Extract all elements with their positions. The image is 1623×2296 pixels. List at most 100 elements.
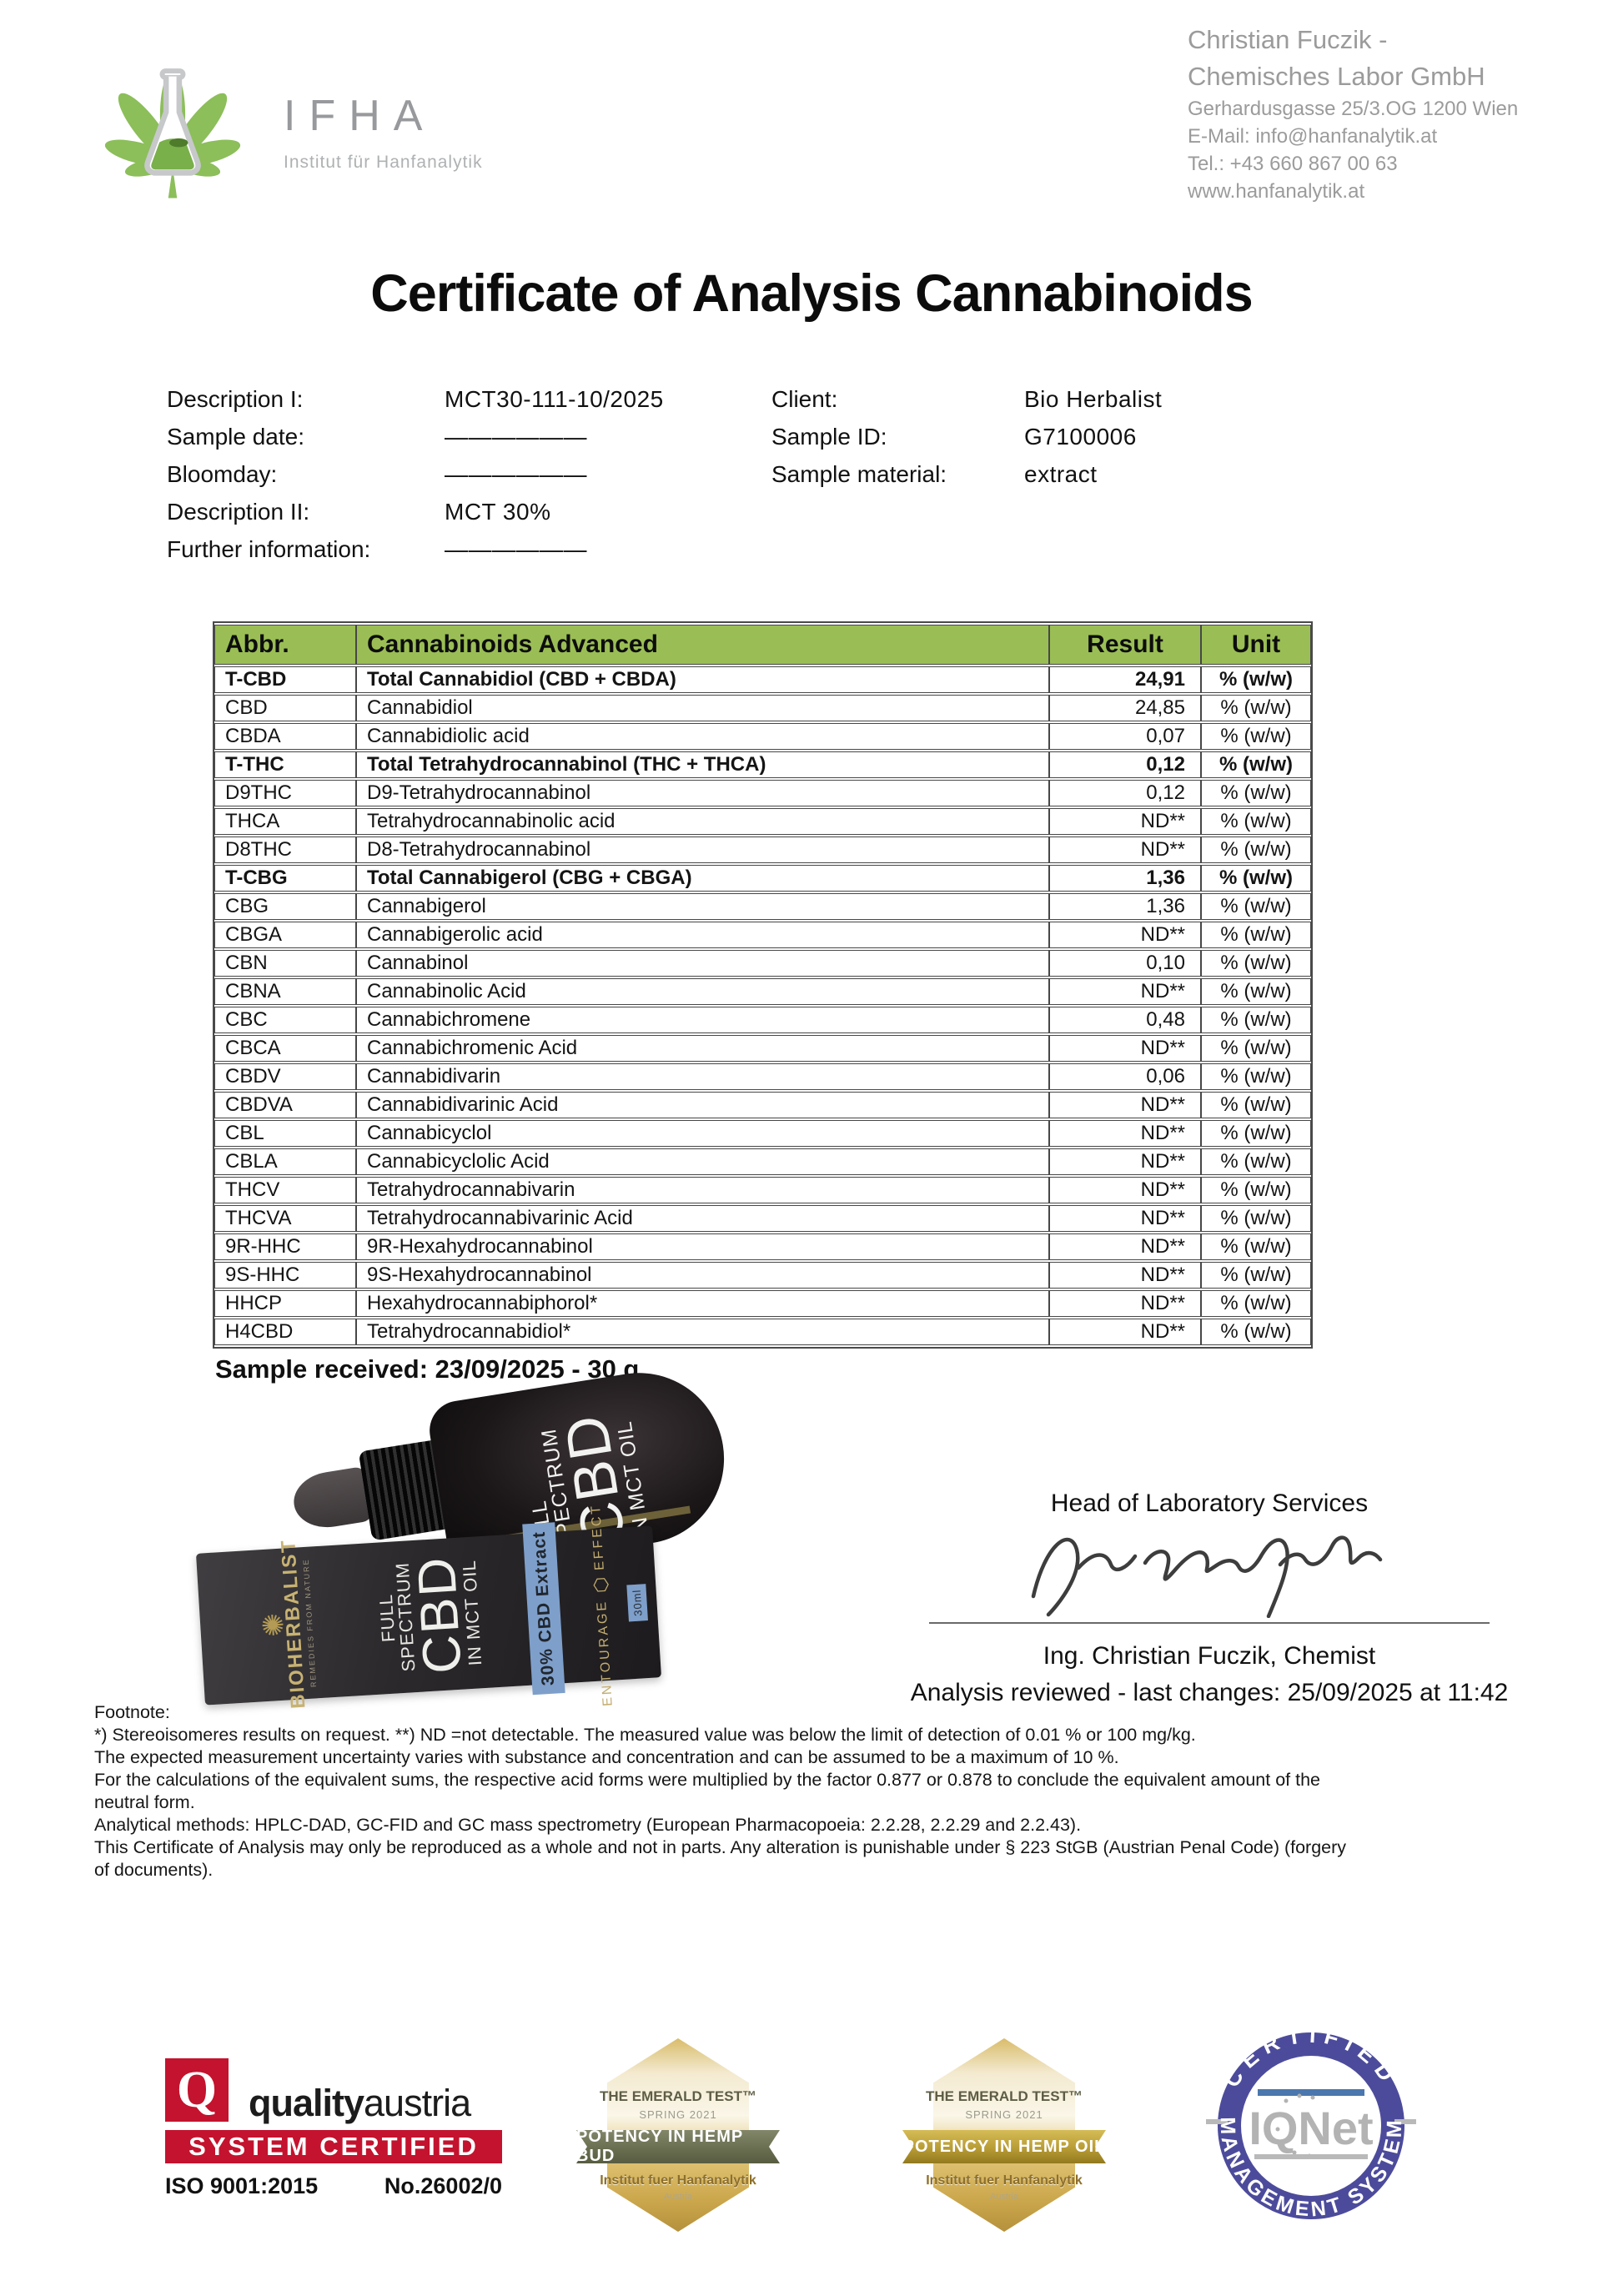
- cell-unit: % (w/w): [1201, 695, 1311, 721]
- info-label: Client:: [771, 385, 838, 412]
- footnote-block: Footnote: *) Stereoisomeres results on r…: [94, 1701, 1537, 1882]
- signature-handwriting: [1031, 1535, 1383, 1619]
- cell-result: 0,06: [1049, 1063, 1201, 1090]
- qa-iso-standard: ISO 9001:2015: [165, 2173, 319, 2198]
- sample-info-row: Sample date: ——————: [167, 418, 751, 455]
- signatory-name: Ing. Christian Fuczik, Chemist: [1043, 1642, 1376, 1670]
- table-row: THCVA Tetrahydrocannabivarinic Acid ND**…: [214, 1205, 1311, 1232]
- sample-info-left: Description I: MCT30-111-10/2025 Sample …: [167, 380, 751, 568]
- info-label: Description I:: [167, 385, 304, 412]
- cell-unit: % (w/w): [1201, 751, 1311, 778]
- cell-name: Cannabidivarinic Acid: [356, 1092, 1049, 1118]
- cell-abbr: CBDA: [214, 723, 356, 750]
- table-row: THCA Tetrahydrocannabinolic acid ND** % …: [214, 808, 1311, 835]
- table-row: THCV Tetrahydrocannabivarin ND** % (w/w): [214, 1177, 1311, 1203]
- cell-result: ND**: [1049, 1092, 1201, 1118]
- sample-info-row: Description I: MCT30-111-10/2025: [167, 380, 751, 418]
- cell-name: Cannabichromenic Acid: [356, 1035, 1049, 1062]
- contact-email[interactable]: E-Mail: info@hanfanalytik.at: [1188, 125, 1438, 148]
- logo-subtitle: Institut für Hanfanalytik: [284, 152, 483, 172]
- table-row: CBN Cannabinol 0,10 % (w/w): [214, 950, 1311, 977]
- cell-abbr: CBL: [214, 1120, 356, 1147]
- cell-name: Tetrahydrocannabivarinic Acid: [356, 1205, 1049, 1232]
- cell-name: Cannabidiol: [356, 695, 1049, 721]
- box-extract-chip: 30% CBD Extract: [510, 1521, 578, 1696]
- signature-rule: [929, 1622, 1490, 1624]
- page-title: Certificate of Analysis Cannabinoids: [370, 264, 1253, 323]
- info-value: MCT 30%: [445, 498, 551, 525]
- cell-result: 0,07: [1049, 723, 1201, 750]
- info-label: Bloomday:: [167, 460, 278, 487]
- contact-website[interactable]: www.hanfanalytik.at: [1188, 180, 1365, 203]
- info-value: ——————: [445, 423, 587, 450]
- iqnet-seal: CERTIFIED IQNet MANAGEMENT SYSTEM: [1206, 2022, 1416, 2222]
- col-header-name: Cannabinoids Advanced: [356, 625, 1049, 665]
- cell-unit: % (w/w): [1201, 666, 1311, 693]
- cell-abbr: CBCA: [214, 1035, 356, 1062]
- table-row: T-CBD Total Cannabidiol (CBD + CBDA) 24,…: [214, 666, 1311, 693]
- cell-unit: % (w/w): [1201, 808, 1311, 835]
- info-label: Sample date:: [167, 423, 304, 450]
- info-value: G7100006: [1024, 423, 1137, 450]
- cell-abbr: CBG: [214, 893, 356, 920]
- box-label-block: FULL SPECTRUM CBD IN MCT OIL: [346, 1535, 514, 1696]
- cell-name: Cannabichromene: [356, 1007, 1049, 1033]
- table-row: T-THC Total Tetrahydrocannabinol (THC + …: [214, 751, 1311, 778]
- cell-abbr: CBD: [214, 695, 356, 721]
- cell-unit: % (w/w): [1201, 950, 1311, 977]
- info-label: Sample material:: [771, 460, 947, 487]
- iqnet-center-text: IQNet: [1249, 2102, 1373, 2154]
- cell-result: ND**: [1049, 1262, 1201, 1289]
- cell-unit: % (w/w): [1201, 1120, 1311, 1147]
- cell-abbr: H4CBD: [214, 1319, 356, 1345]
- cell-name: Cannabidivarin: [356, 1063, 1049, 1090]
- cell-abbr: CBGA: [214, 922, 356, 948]
- cell-name: Cannabidiolic acid: [356, 723, 1049, 750]
- emerald-country: Austria: [663, 2192, 693, 2202]
- sample-received-note: Sample received: 23/09/2025 - 30 g: [215, 1354, 640, 1384]
- cell-name: Cannabigerolic acid: [356, 922, 1049, 948]
- contact-name: Christian Fuczik -: [1188, 25, 1388, 54]
- info-value: ——————: [445, 535, 587, 562]
- cell-result: ND**: [1049, 922, 1201, 948]
- review-timestamp: Analysis reviewed - last changes: 25/09/…: [910, 1679, 1509, 1706]
- lab-contact-block: Christian Fuczik - Chemisches Labor GmbH…: [1188, 22, 1605, 205]
- contact-company: Chemisches Labor GmbH: [1188, 62, 1485, 91]
- cell-unit: % (w/w): [1201, 978, 1311, 1005]
- table-row: CBCA Cannabichromenic Acid ND** % (w/w): [214, 1035, 1311, 1062]
- table-row: T-CBG Total Cannabigerol (CBG + CBGA) 1,…: [214, 865, 1311, 892]
- footnote-line: For the calculations of the equivalent s…: [94, 1770, 1320, 1790]
- emerald-season: SPRING 2021: [639, 2108, 717, 2121]
- cell-unit: % (w/w): [1201, 1007, 1311, 1033]
- table-row: CBC Cannabichromene 0,48 % (w/w): [214, 1007, 1311, 1033]
- footnote-line: The expected measurement uncertainty var…: [94, 1747, 1119, 1767]
- cell-result: ND**: [1049, 1177, 1201, 1203]
- emerald-banner: POTENCY IN HEMP OIL: [902, 2130, 1106, 2163]
- quality-austria-mark: Q qualityaustria SYSTEM CERTIFIED ISO 90…: [165, 2058, 502, 2199]
- cell-result: 0,12: [1049, 751, 1201, 778]
- cell-unit: % (w/w): [1201, 1290, 1311, 1317]
- table-row: H4CBD Tetrahydrocannabidiol* ND** % (w/w…: [214, 1319, 1311, 1345]
- cell-result: 0,48: [1049, 1007, 1201, 1033]
- emerald-org: Institut fuer Hanfanalytik: [600, 2173, 756, 2188]
- cell-name: Cannabicyclolic Acid: [356, 1148, 1049, 1175]
- table-row: CBD Cannabidiol 24,85 % (w/w): [214, 695, 1311, 721]
- cell-result: ND**: [1049, 1035, 1201, 1062]
- cell-abbr: CBN: [214, 950, 356, 977]
- cell-unit: % (w/w): [1201, 1035, 1311, 1062]
- box-effect-left: ENTOURAGE: [595, 1599, 616, 1707]
- cell-unit: % (w/w): [1201, 1205, 1311, 1232]
- table-row: CBDVA Cannabidivarinic Acid ND** % (w/w): [214, 1092, 1311, 1118]
- table-row: D8THC D8-Tetrahydrocannabinol ND** % (w/…: [214, 837, 1311, 863]
- emerald-banner: POTENCY IN HEMP BUD: [576, 2130, 780, 2163]
- footnote-line: of documents).: [94, 1860, 214, 1880]
- signature-heading: Head of Laboratory Services: [1050, 1490, 1369, 1517]
- sample-info-right: Client: Bio Herbalist Sample ID: G710000…: [771, 380, 1289, 493]
- signature-block: Head of Laboratory Services Ing. Christi…: [859, 1490, 1560, 1707]
- col-header-result: Result: [1049, 625, 1201, 665]
- cell-name: Total Cannabigerol (CBG + CBGA): [356, 865, 1049, 892]
- qa-brand-bold: quality: [249, 2082, 364, 2124]
- cell-name: Cannabinol: [356, 950, 1049, 977]
- molecule-hex-icon: ⬡: [590, 1576, 612, 1594]
